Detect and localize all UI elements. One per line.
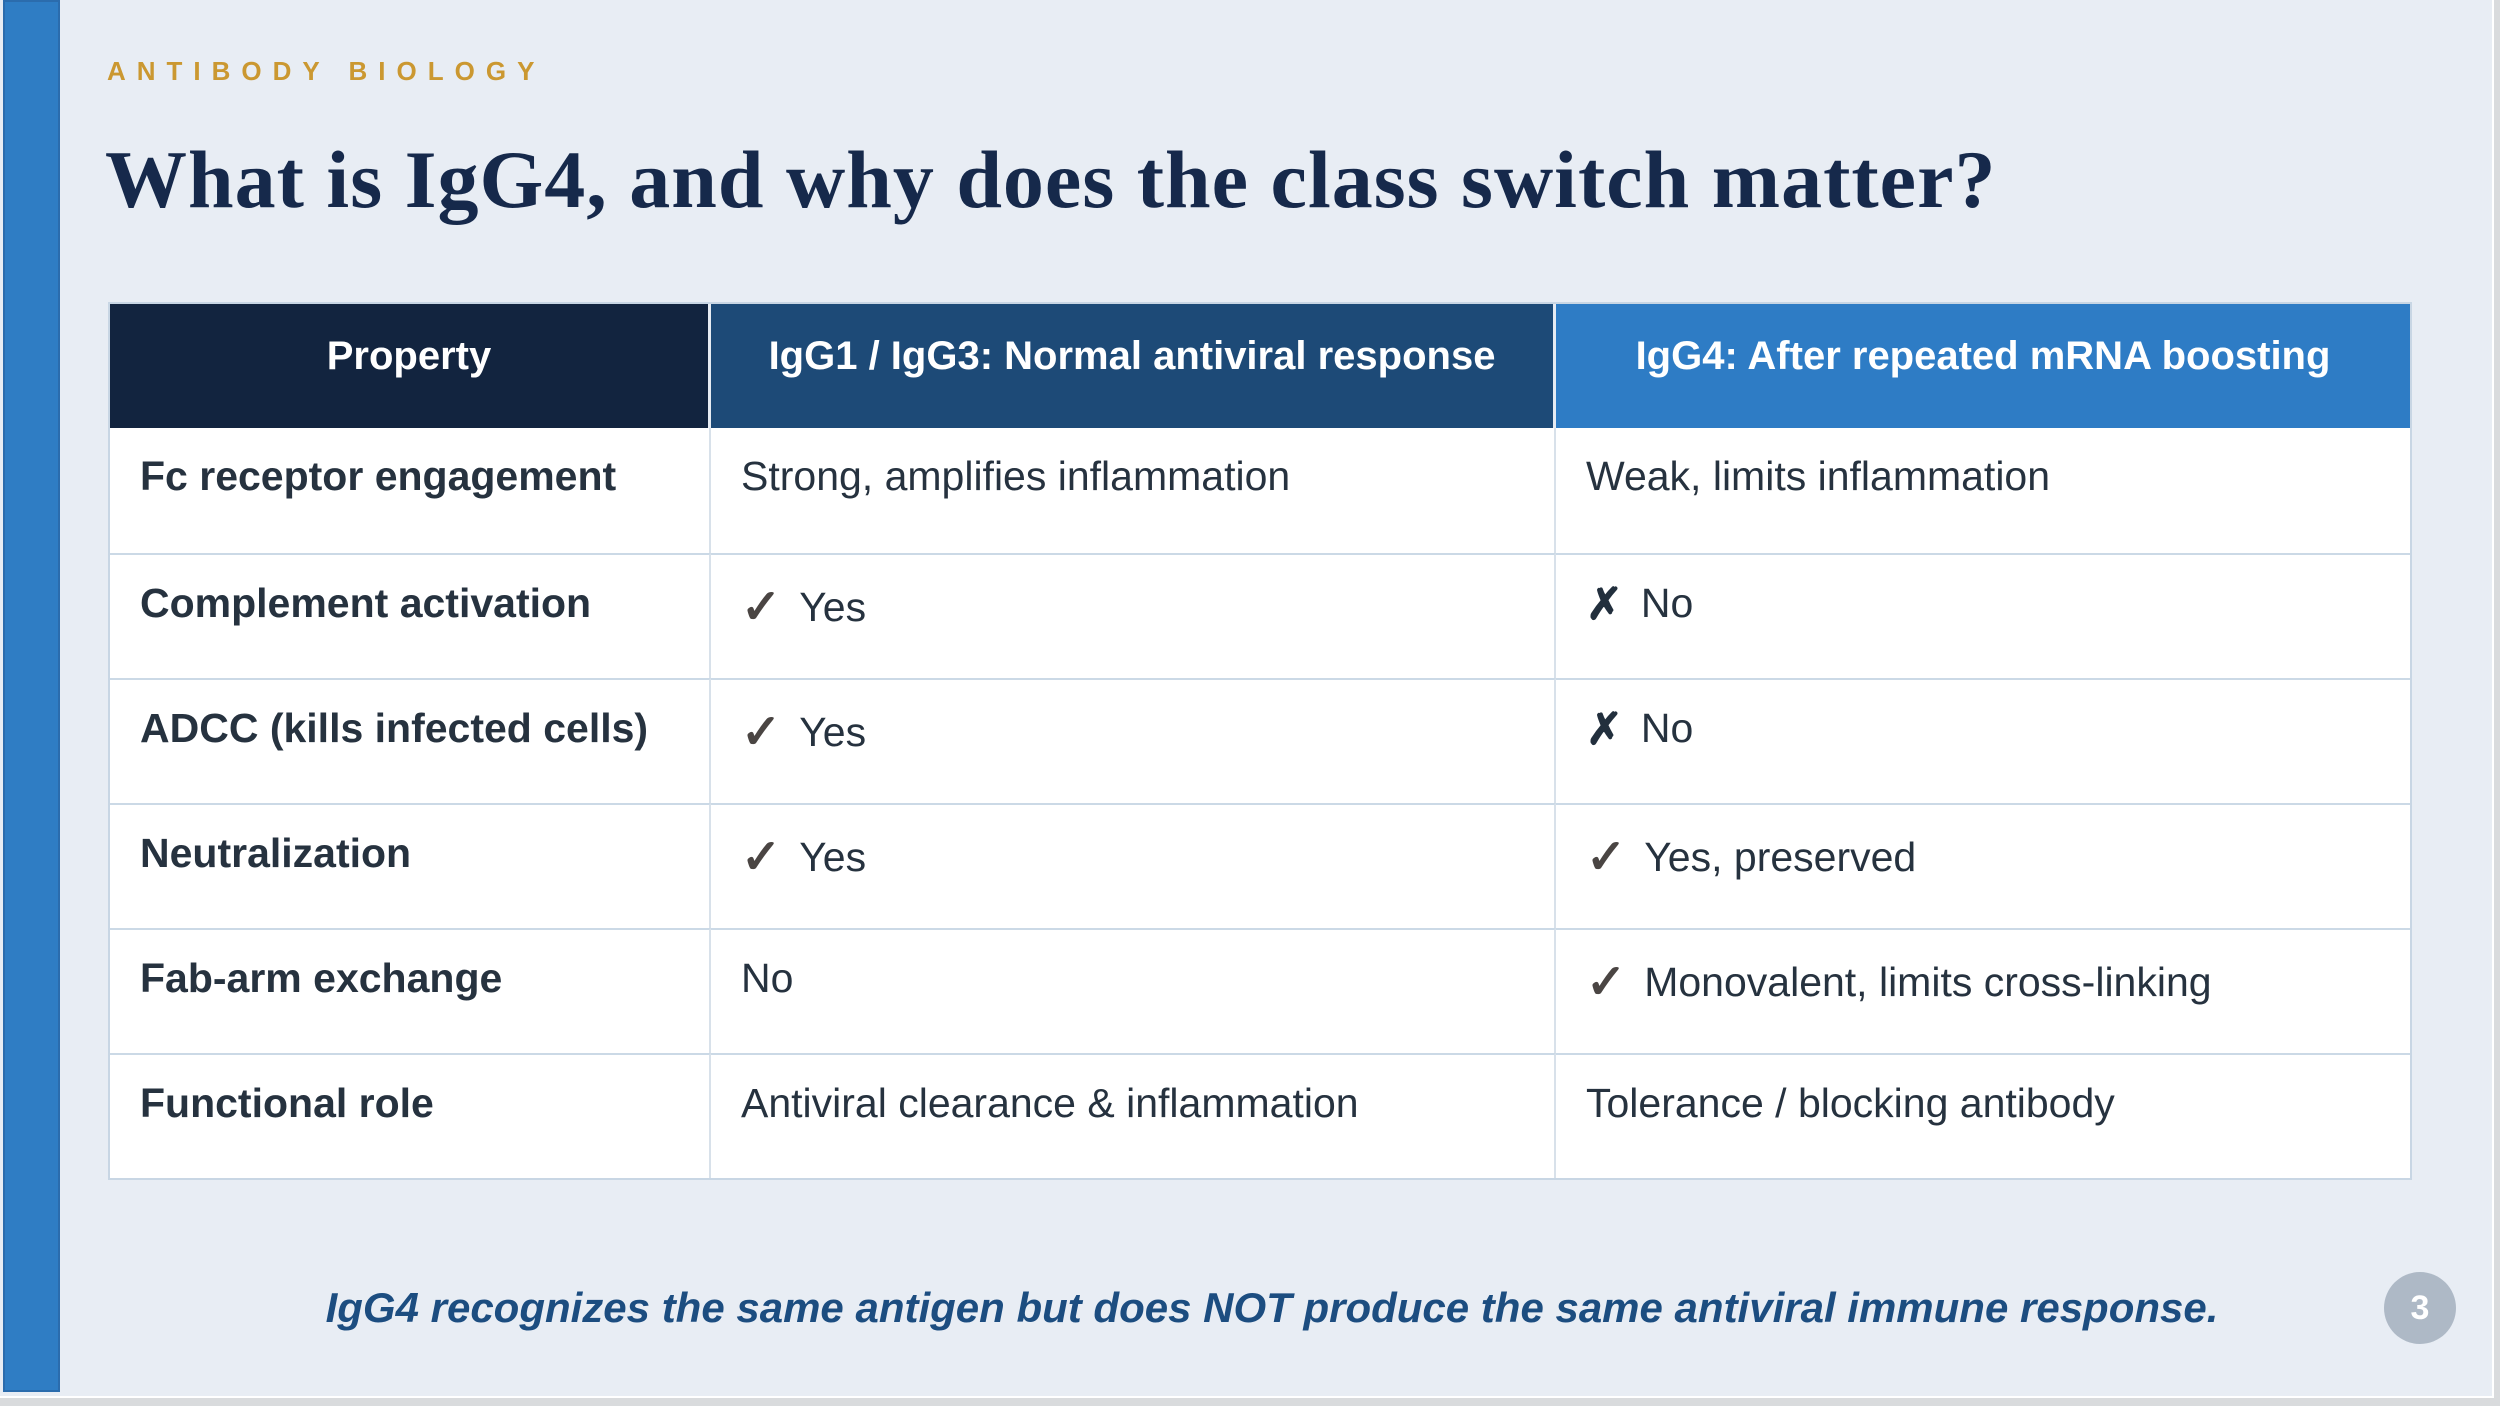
eyebrow-label: ANTIBODY BIOLOGY — [107, 56, 546, 86]
igg1-value-text: Yes — [799, 709, 867, 755]
check-icon: ✓ — [1586, 831, 1627, 884]
property-cell: Functional role — [110, 1053, 711, 1178]
check-icon: ✓ — [1586, 956, 1627, 1009]
igg1-value-cell: Antiviral clearance & inflammation — [711, 1053, 1556, 1178]
igg4-value-text: Tolerance / blocking antibody — [1586, 1080, 2115, 1126]
igg4-value-text: No — [1640, 580, 1694, 626]
header-cell-igg1: IgG1 / IgG3: Normal antiviral response — [711, 304, 1556, 428]
page-number-badge: 3 — [2384, 1272, 2456, 1344]
igg1-value-cell: ✓ Yes — [711, 803, 1556, 928]
slide-title: What is IgG4, and why does the class swi… — [105, 134, 1997, 225]
cross-icon: ✗ — [1586, 580, 1623, 629]
igg4-value-cell: ✗ No — [1556, 678, 2410, 803]
igg1-value-cell: No — [711, 928, 1556, 1053]
header-cell-property: Property — [110, 304, 711, 428]
igg4-value-cell: ✓ Monovalent, limits cross-linking — [1556, 928, 2410, 1053]
property-cell: ADCC (kills infected cells) — [110, 678, 711, 803]
check-icon: ✓ — [741, 831, 782, 884]
property-cell: Neutralization — [110, 803, 711, 928]
igg4-value-cell: Tolerance / blocking antibody — [1556, 1053, 2410, 1178]
property-cell: Complement activation — [110, 553, 711, 678]
igg1-value-cell: ✓ Yes — [711, 678, 1556, 803]
accent-bar — [3, 0, 60, 1392]
igg1-value-text: Antiviral clearance & inflammation — [741, 1080, 1359, 1126]
property-cell: Fab-arm exchange — [110, 928, 711, 1053]
header-cell-igg4: IgG4: After repeated mRNA boosting — [1556, 304, 2410, 428]
igg1-value-text: Yes — [799, 834, 867, 880]
igg1-value-text: Strong, amplifies inflammation — [741, 453, 1291, 499]
comparison-table: Property IgG1 / IgG3: Normal antiviral r… — [108, 302, 2412, 1180]
igg1-value-text: No — [741, 955, 794, 1001]
check-icon: ✓ — [741, 706, 782, 759]
igg1-value-text: Yes — [799, 584, 867, 630]
cross-icon: ✗ — [1586, 705, 1623, 754]
property-cell: Fc receptor engagement — [110, 428, 711, 553]
igg1-value-cell: Strong, amplifies inflammation — [711, 428, 1556, 553]
igg4-value-text: Weak, limits inflammation — [1586, 453, 2051, 499]
igg1-value-cell: ✓ Yes — [711, 553, 1556, 678]
footer-note: IgG4 recognizes the same antigen but doe… — [325, 1284, 2219, 1331]
igg4-value-text: No — [1640, 705, 1694, 751]
check-icon: ✓ — [741, 581, 782, 634]
igg4-value-cell: Weak, limits inflammation — [1556, 428, 2410, 553]
igg4-value-cell: ✓ Yes, preserved — [1556, 803, 2410, 928]
igg4-value-text: Monovalent, limits cross-linking — [1644, 959, 2212, 1005]
igg4-value-text: Yes, preserved — [1644, 834, 1917, 880]
igg4-value-cell: ✗ No — [1556, 553, 2410, 678]
